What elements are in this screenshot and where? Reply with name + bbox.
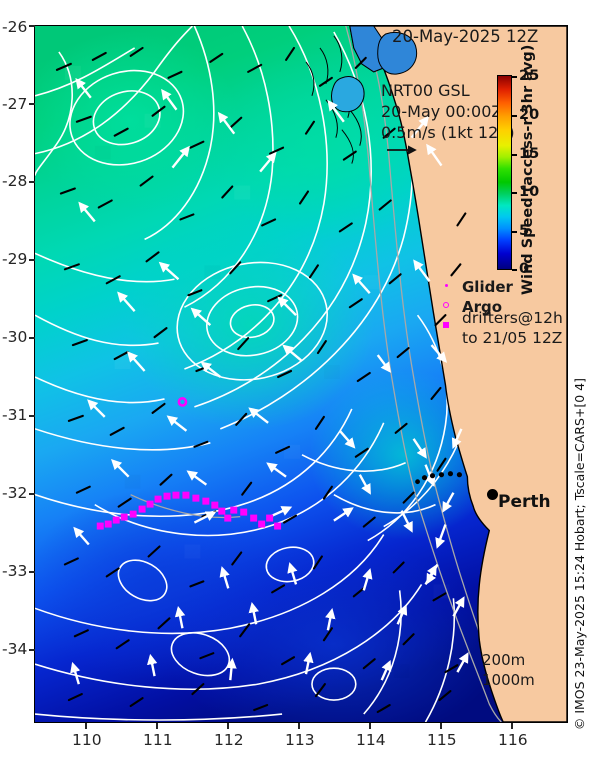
x-tick-mark (298, 723, 300, 729)
x-tick-mark (227, 723, 229, 729)
colorbar-tick (512, 192, 517, 194)
x-tick-label: 111 (143, 731, 173, 749)
x-tick-label: 112 (214, 731, 244, 749)
model-info-line1: NRT00 GSL (381, 81, 470, 100)
legend-label-argo: Argo (462, 298, 503, 316)
credit-inner: © IMOS 23-May-2025 15:24 Hobart; Tscale=… (572, 378, 587, 731)
credit-text: © IMOS 23-May-2025 15:24 Hobart; Tscale=… (572, 378, 587, 730)
model-info-line2: 20-May 00:00Z (381, 102, 503, 121)
raster-pixel-texture (64, 65, 251, 370)
colorbar-tick-label: 20 (519, 107, 540, 123)
colorbar-tick-label: 25 (519, 68, 540, 84)
x-tick-mark (511, 723, 513, 729)
colorbar-tick (512, 269, 517, 271)
platform-observations[interactable] (35, 26, 567, 722)
legend-label-glider: Glider (462, 278, 513, 296)
glider-marker-icon (445, 284, 448, 287)
x-tick-label: 116 (498, 731, 528, 749)
colorbar-tick (512, 76, 517, 78)
scale-arrow-icon (387, 145, 417, 155)
y-tick-mark (29, 181, 35, 183)
glider-track (415, 471, 462, 485)
perth-marker-icon (487, 489, 498, 500)
colorbar-tick (512, 231, 517, 233)
y-tick-mark (29, 25, 35, 27)
x-tick-label: 110 (72, 731, 102, 749)
y-tick-mark (29, 103, 35, 105)
x-tick-mark (440, 723, 442, 729)
drifter-positions (96, 491, 282, 530)
x-tick-label: 114 (356, 731, 386, 749)
colorbar-tick-label: 5 (519, 223, 530, 239)
colorbar-tick-label: 10 (519, 184, 540, 200)
x-tick-label: 113 (285, 731, 315, 749)
colorbar-tick-label: 0 (519, 261, 530, 277)
colorbar-tick (512, 154, 517, 156)
y-tick-mark (29, 259, 35, 261)
date-stamp: 20-May-2025 12Z (392, 27, 539, 46)
x-tick-mark (85, 723, 87, 729)
drifter-marker-icon (443, 322, 449, 328)
x-tick-mark (369, 723, 371, 729)
y-tick-mark (29, 337, 35, 339)
argo-float (177, 397, 188, 407)
y-tick-mark (29, 649, 35, 651)
legend-label-drifters-line1: drifters@12h (462, 309, 563, 327)
x-tick-mark (156, 723, 158, 729)
legend-label-drifters-line2: to 21/05 12Z (462, 329, 563, 347)
bathymetry-key: 200m 1000m (482, 650, 535, 690)
y-tick-mark (29, 493, 35, 495)
y-tick-mark (29, 415, 35, 417)
bathymetry-key-1000m: 1000m (482, 671, 535, 689)
bathymetry-key-200m: 200m (482, 651, 526, 669)
x-tick-label: 115 (427, 731, 457, 749)
colorbar-tick-label: 15 (519, 146, 540, 162)
colorbar-gradient (497, 75, 512, 270)
map-plot-area[interactable] (34, 25, 568, 723)
y-tick-mark (29, 571, 35, 573)
argo-marker-icon (443, 302, 449, 308)
perth-label: Perth (498, 492, 551, 512)
colorbar-tick (512, 115, 517, 117)
model-info-line3: 0.5m/s (1kt 12h) (381, 123, 515, 142)
ocean-current-vectors (70, 77, 469, 685)
wind-barb-field (55, 46, 467, 714)
